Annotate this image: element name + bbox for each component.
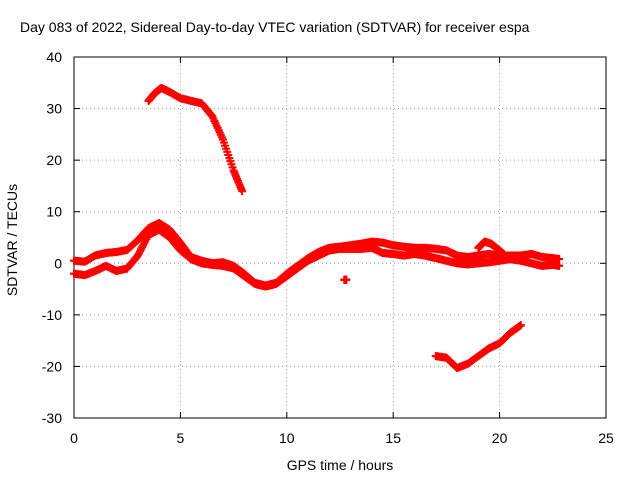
y-tick-label: -10 [42,307,62,323]
chart-title: Day 083 of 2022, Sidereal Day-to-day VTE… [20,19,530,35]
x-tick-label: 10 [279,430,295,446]
data-point [516,321,525,330]
x-tick-label: 25 [598,430,614,446]
series-evening-lower-arc [431,321,525,372]
y-tick-label: -30 [42,410,62,426]
x-axis: 0 5 10 15 20 25 [70,57,614,446]
data-series [70,83,564,372]
grid [74,57,606,418]
y-tick-label: 40 [46,49,62,65]
data-point [499,250,508,259]
y-axis-label: SDTVAR / TECUs [4,184,20,296]
y-axis: -30 -20 -10 0 10 20 30 40 [42,49,606,426]
data-point [555,261,564,270]
x-tick-label: 20 [492,430,508,446]
series-main-trace-lower [70,225,564,291]
y-tick-label: -20 [42,358,62,374]
y-tick-label: 20 [46,152,62,168]
x-tick-label: 0 [70,430,78,446]
data-point [342,275,351,284]
x-axis-label: GPS time / hours [287,457,394,473]
plot-frame [73,56,607,419]
y-tick-label: 10 [46,204,62,220]
series-isolated-point [340,275,351,284]
x-tick-label: 5 [177,430,185,446]
series-morning-upper-arc [144,83,247,196]
y-tick-label: 30 [46,101,62,117]
series-bump-1930 [474,237,508,259]
x-tick-label: 15 [385,430,401,446]
data-point [238,187,247,196]
y-tick-label: 0 [54,255,62,271]
